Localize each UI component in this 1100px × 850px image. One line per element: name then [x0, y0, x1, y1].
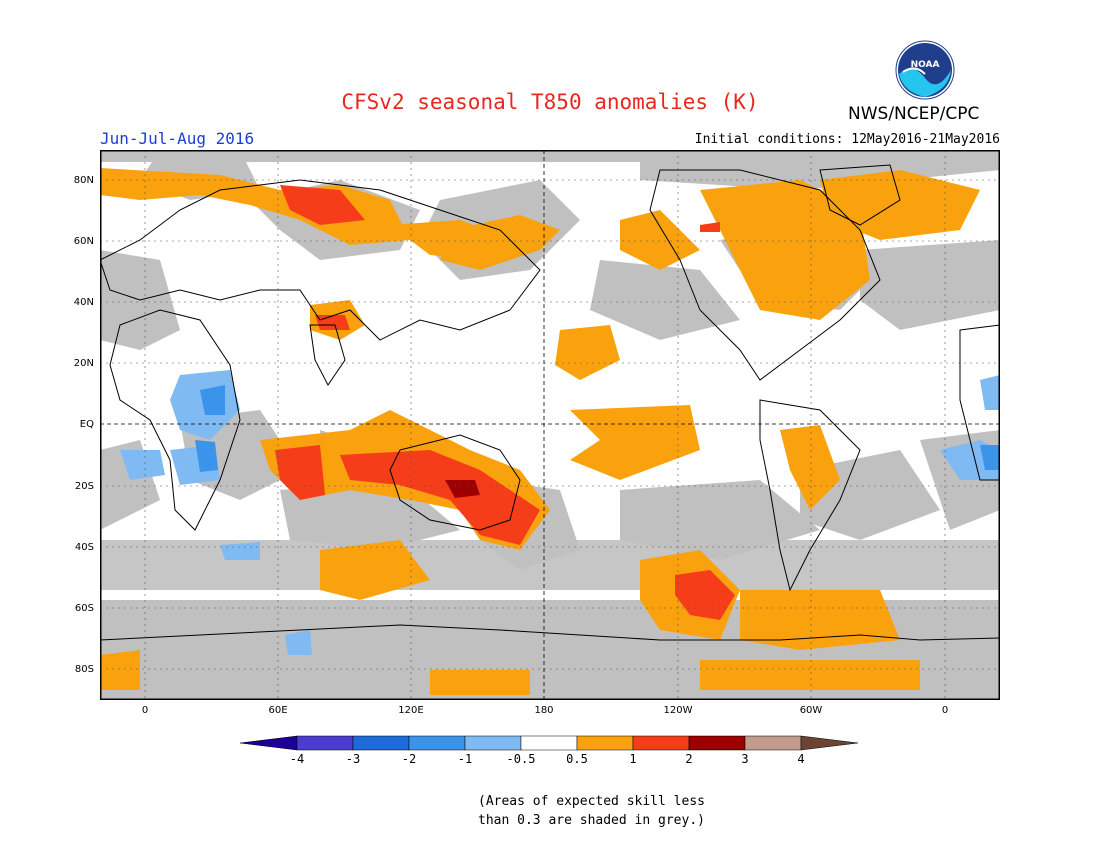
colorbar-segment	[408, 735, 466, 751]
lon-label: 60E	[268, 705, 288, 716]
agency-label: NWS/NCEP/CPC	[848, 104, 980, 124]
colorbar-label: -1	[457, 752, 473, 766]
very-strong-warm-anomaly-region	[445, 480, 480, 498]
colorbar-segment	[632, 735, 690, 751]
lat-label: 40N	[73, 297, 94, 308]
lat-label: 20N	[73, 358, 94, 369]
colorbar-arrow-low	[240, 735, 298, 751]
lon-label: 120W	[663, 705, 693, 716]
lat-label: 80N	[73, 175, 94, 186]
page-title: CFSv2 seasonal T850 anomalies (K)	[341, 90, 759, 114]
colorbar-label: 3	[741, 752, 749, 766]
colorbar-segment	[296, 735, 354, 751]
colorbar	[240, 735, 859, 751]
skill-note-line: than 0.3 are shaded in grey.)	[478, 813, 705, 828]
lat-label: 40S	[74, 542, 94, 553]
lat-label: 60S	[74, 603, 94, 614]
map-frame	[100, 150, 1000, 700]
skill-note: (Areas of expected skill less than 0.3 a…	[478, 792, 705, 830]
colorbar-label: -0.5	[506, 752, 536, 766]
logo-text: NOAA	[911, 60, 940, 70]
colorbar-label: 1	[629, 752, 637, 766]
colorbar-label: -4	[289, 752, 305, 766]
graticule	[100, 150, 1000, 700]
colorbar-label: 0.5	[566, 752, 588, 766]
lat-label: EQ	[79, 419, 94, 430]
coastlines	[100, 164, 1000, 641]
lat-label: 20S	[74, 481, 94, 492]
skill-note-line: (Areas of expected skill less	[478, 794, 705, 809]
colorbar-label: 4	[797, 752, 805, 766]
anomaly-map	[100, 150, 1000, 700]
colorbar-segment	[744, 735, 802, 751]
colorbar-label: -3	[345, 752, 361, 766]
colorbar-segment	[576, 735, 634, 751]
season-label: Jun-Jul-Aug 2016	[100, 129, 255, 148]
lat-label: 80S	[74, 664, 94, 675]
strong-warm-anomaly-regions	[275, 185, 735, 620]
lon-label: 180	[534, 705, 554, 716]
lon-label: 120E	[398, 705, 424, 716]
colorbar-arrow-high	[800, 735, 859, 751]
lon-label: 0	[141, 705, 149, 716]
lon-label: 60W	[799, 705, 823, 716]
colorbar-segment	[520, 735, 578, 751]
colorbar-segment	[464, 735, 522, 751]
moderate-cool-anomaly-region	[195, 385, 1000, 472]
colorbar-label: 2	[685, 752, 693, 766]
lat-label: 60N	[73, 236, 94, 247]
colorbar-segment	[688, 735, 746, 751]
initial-conditions-label: Initial conditions: 12May2016-21May2016	[694, 132, 1000, 147]
lon-label: 0	[941, 705, 949, 716]
colorbar-segment	[352, 735, 410, 751]
noaa-logo-icon: NOAA	[895, 40, 955, 100]
colorbar-label: -2	[401, 752, 417, 766]
